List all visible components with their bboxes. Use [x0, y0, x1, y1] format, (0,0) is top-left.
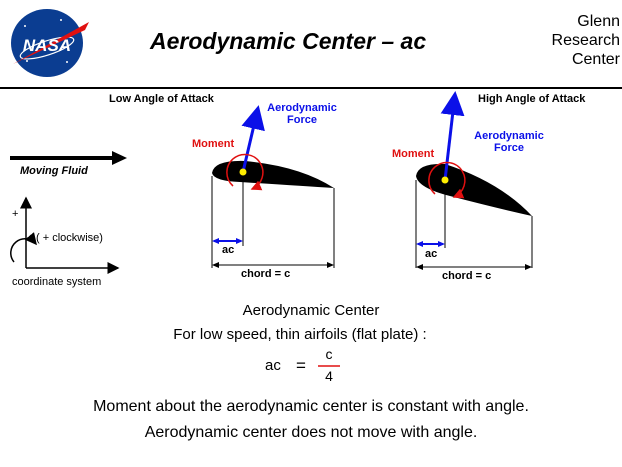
- low-moment-arrow: [226, 153, 264, 191]
- high-force-label: Aerodynamic Force: [465, 130, 553, 154]
- low-ac-point: [239, 168, 247, 176]
- low-force-label: Aerodynamic Force: [262, 102, 342, 126]
- nasa-logo-text: NASA: [23, 36, 71, 55]
- org-line-3: Center: [571, 51, 620, 68]
- high-airfoil: [416, 163, 532, 216]
- high-moment-arrow: [428, 161, 466, 199]
- explanation-heading: Aerodynamic Center: [242, 302, 380, 319]
- low-force-line2: Force: [287, 114, 317, 126]
- low-force-line1: Aerodynamic: [267, 102, 337, 114]
- high-moment-label: Moment: [392, 148, 435, 160]
- high-ac-label: ac: [425, 248, 438, 260]
- formula-lhs: ac: [265, 357, 281, 374]
- low-force-arrow: [241, 105, 265, 173]
- org-line-2: Research: [551, 32, 620, 49]
- high-angle-heading: High Angle of Attack: [478, 93, 586, 105]
- org-name: Glenn Research Center: [520, 12, 620, 69]
- explanation-line1: For low speed, thin airfoils (flat plate…: [173, 326, 427, 343]
- high-chord-label: chord = c: [442, 270, 492, 282]
- explanation-line3: Aerodynamic center does not move with an…: [144, 424, 478, 441]
- low-moment-label: Moment: [192, 138, 235, 150]
- formula-equals: =: [296, 356, 306, 375]
- low-ac-label: ac: [222, 244, 235, 256]
- moving-fluid-label: Moving Fluid: [20, 165, 88, 177]
- moving-fluid-arrowhead: [112, 151, 127, 165]
- axis-plus-label: +: [12, 208, 19, 220]
- clockwise-arrow: [10, 232, 37, 263]
- org-line-1: Glenn: [577, 13, 620, 30]
- page-title: Aerodynamic Center – ac: [150, 28, 427, 54]
- high-force-line1: Aerodynamic: [474, 130, 544, 142]
- low-chord-label: chord = c: [241, 268, 291, 280]
- nasa-logo: NASA: [11, 9, 89, 77]
- clockwise-label: ( + clockwise): [36, 232, 103, 244]
- high-force-line2: Force: [494, 142, 524, 154]
- explanation-line2: Moment about the aerodynamic center is c…: [93, 398, 529, 415]
- formula-denominator: 4: [325, 368, 333, 384]
- high-force-arrow: [440, 91, 465, 181]
- formula-numerator: c: [325, 346, 333, 362]
- coord-system-label: coordinate system: [12, 276, 102, 288]
- high-ac-point: [441, 176, 449, 184]
- low-angle-heading: Low Angle of Attack: [109, 93, 214, 105]
